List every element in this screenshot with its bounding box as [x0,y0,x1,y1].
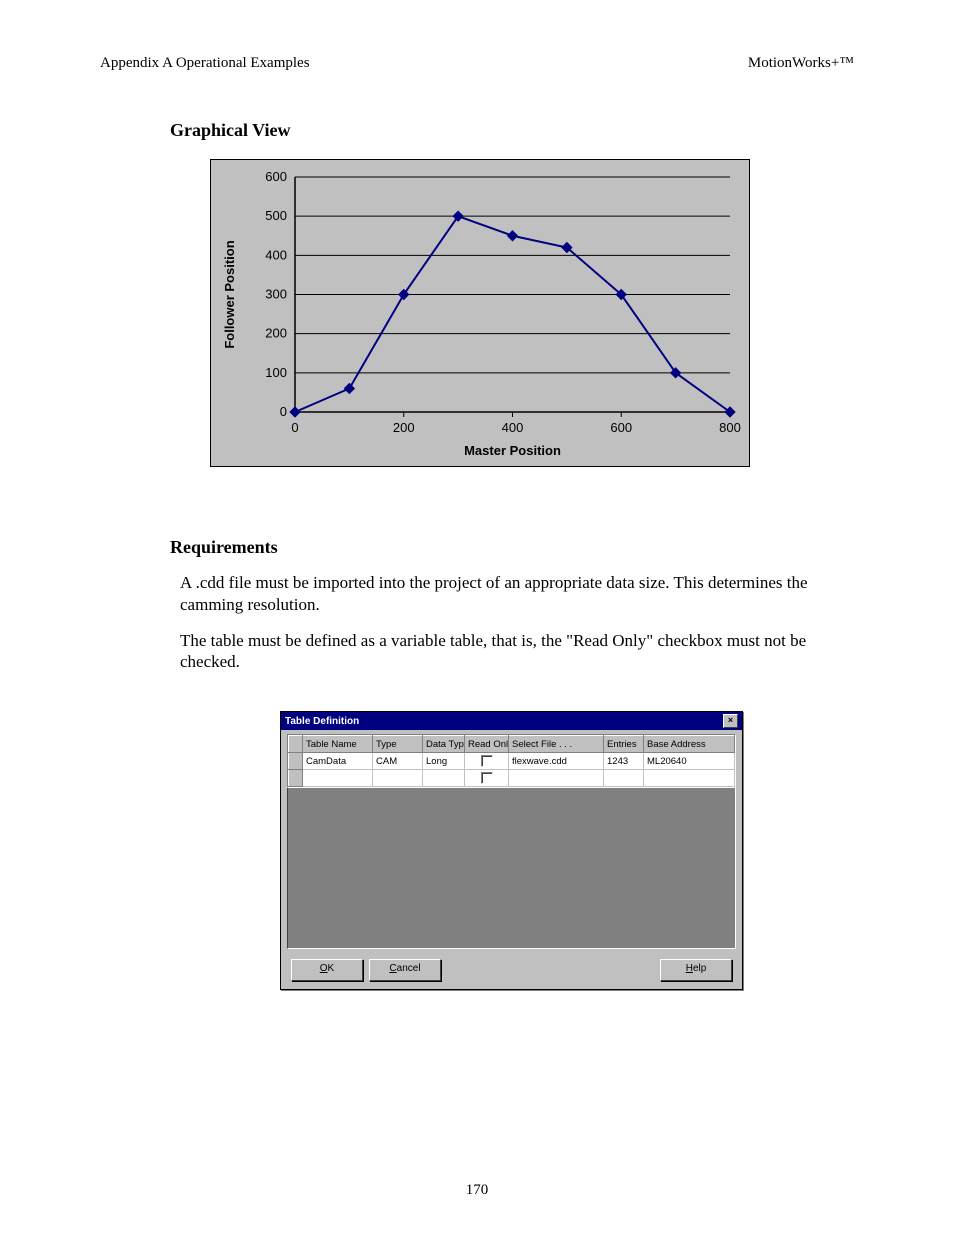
col-base-address[interactable]: Base Address [644,736,735,753]
table-row[interactable] [289,770,735,787]
svg-text:600: 600 [265,169,287,184]
cell-base-address[interactable]: ML20640 [644,753,735,770]
cell-read-only[interactable] [465,770,509,787]
col-entries[interactable]: Entries [604,736,644,753]
grid-empty-area [287,788,736,949]
cell-table-name[interactable]: CamData [303,753,373,770]
col-data-type[interactable]: Data Type [423,736,465,753]
cell-data-type[interactable]: Long [423,753,465,770]
graphical-view-heading: Graphical View [170,120,854,141]
col-type[interactable]: Type [373,736,423,753]
svg-text:800: 800 [719,420,741,435]
dialog-title: Table Definition [285,716,359,727]
cancel-button[interactable]: Cancel [369,959,441,981]
svg-text:100: 100 [265,365,287,380]
svg-text:600: 600 [610,420,632,435]
help-button[interactable]: Help [660,959,732,981]
header-right: MotionWorks+™ [748,55,854,72]
svg-text:500: 500 [265,208,287,223]
svg-text:0: 0 [280,404,287,419]
svg-text:Master Position: Master Position [464,443,561,458]
svg-text:400: 400 [265,247,287,262]
svg-text:200: 200 [265,326,287,341]
cell-type[interactable] [373,770,423,787]
table-row[interactable]: CamData CAM Long flexwave.cdd 1243 ML206… [289,753,735,770]
svg-text:Follower Position: Follower Position [222,240,237,348]
ok-button[interactable]: OK [291,959,363,981]
col-table-name[interactable]: Table Name [303,736,373,753]
table-definition-dialog: Table Definition × [280,711,743,990]
cell-read-only[interactable] [465,753,509,770]
svg-text:0: 0 [291,420,298,435]
follower-position-chart: 0 200 400 600 800 0 100 200 300 400 500 600 Master P… [210,159,750,467]
checkbox-icon[interactable] [481,772,493,784]
cell-table-name[interactable] [303,770,373,787]
svg-text:300: 300 [265,287,287,302]
cell-select-file[interactable]: flexwave.cdd [509,753,604,770]
cell-data-type[interactable] [423,770,465,787]
header-left: Appendix A Operational Examples [100,55,310,72]
cell-type[interactable]: CAM [373,753,423,770]
page-number: 170 [0,1182,954,1199]
requirements-p1: A .cdd file must be imported into the pr… [180,572,824,616]
col-read-only[interactable]: Read Only [465,736,509,753]
cell-select-file[interactable] [509,770,604,787]
grid-header-row: Table Name Type Data Type Read Only Sele… [289,736,735,753]
cell-entries[interactable]: 1243 [604,753,644,770]
table-definition-grid[interactable]: Table Name Type Data Type Read Only Sele… [287,734,736,788]
requirements-p2: The table must be defined as a variable … [180,630,824,674]
cell-base-address[interactable] [644,770,735,787]
requirements-heading: Requirements [170,537,854,558]
svg-text:400: 400 [502,420,524,435]
close-icon[interactable]: × [723,714,738,728]
col-select-file[interactable]: Select File . . . [509,736,604,753]
cell-entries[interactable] [604,770,644,787]
checkbox-icon[interactable] [481,755,493,767]
svg-text:200: 200 [393,420,415,435]
